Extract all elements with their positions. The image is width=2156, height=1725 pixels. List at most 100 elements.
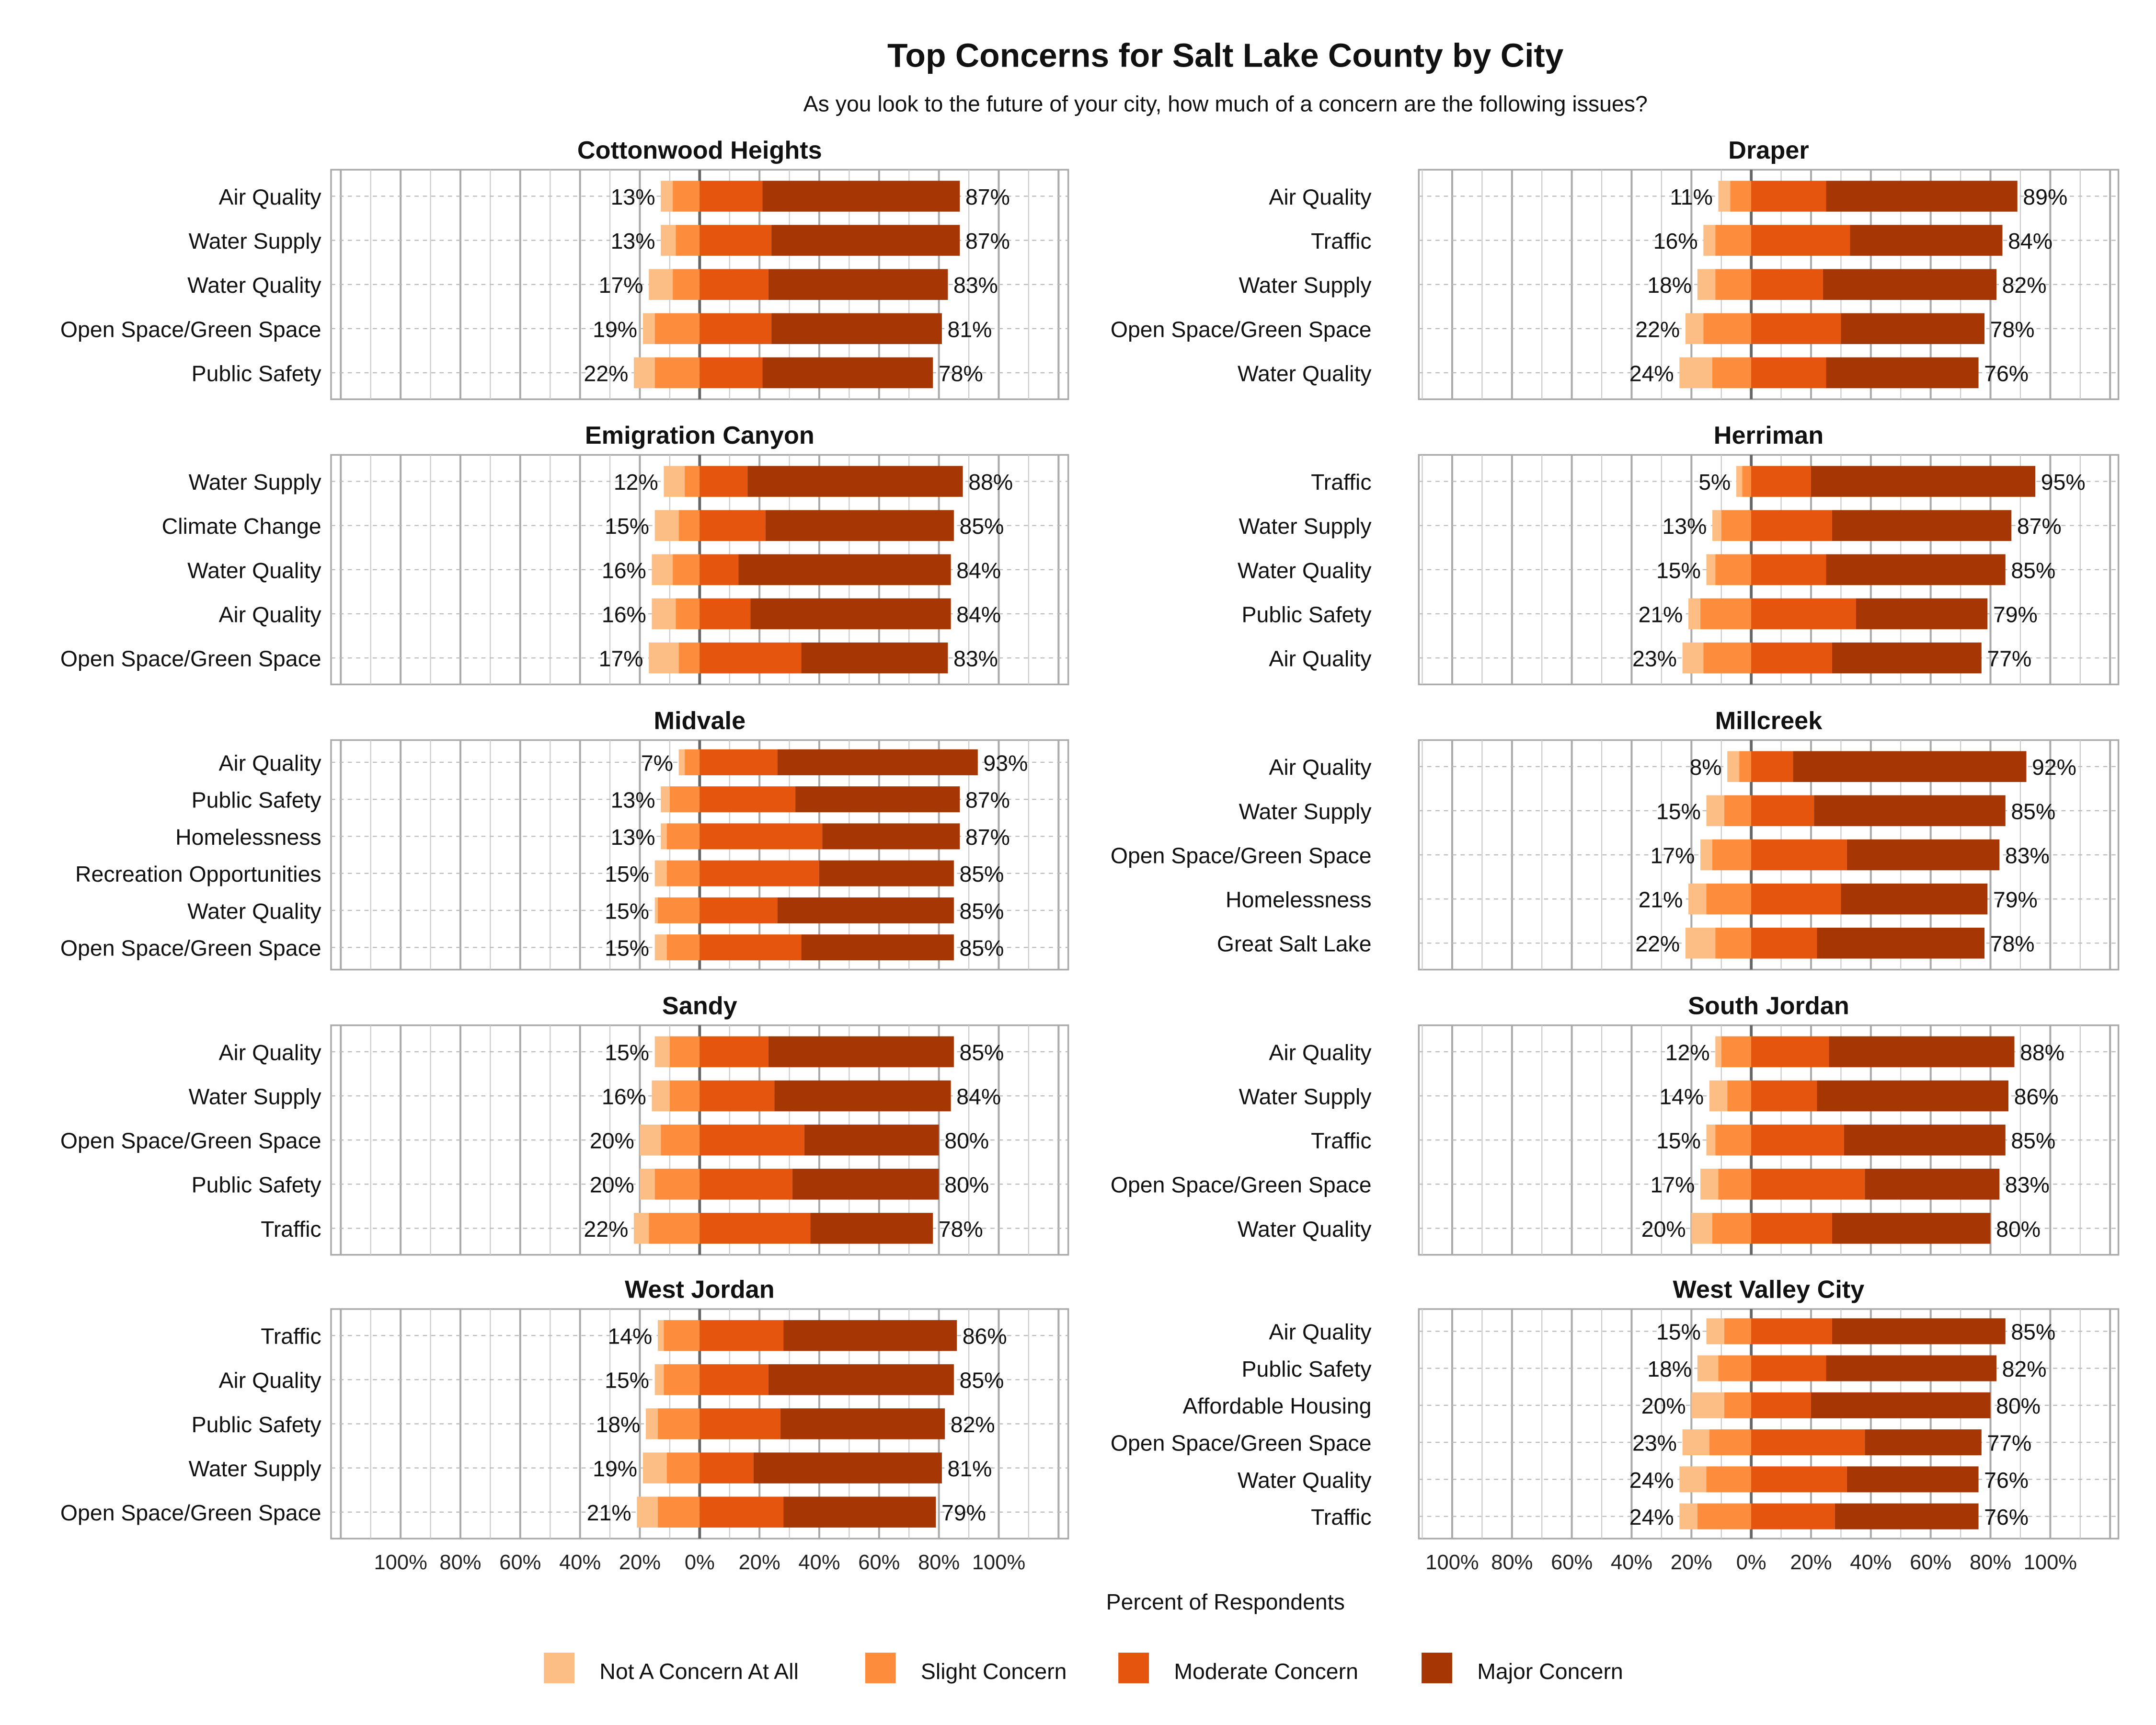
left-value-label: 17% [1650, 1173, 1695, 1197]
bar-major-concern [1832, 1318, 2006, 1345]
right-value-label: 87% [965, 788, 1010, 813]
bar-moderate-concern [700, 598, 751, 630]
bar-major-concern [819, 860, 954, 886]
x-tick-label: 80% [918, 1551, 960, 1574]
x-tick-label: 0% [1736, 1551, 1766, 1574]
bar-moderate-concern [1751, 1503, 1835, 1530]
bar-not-a-concern [1688, 598, 1701, 630]
bar-major-concern [792, 1169, 939, 1200]
panel-title: Herriman [1714, 422, 1823, 449]
left-value-label: 14% [1659, 1084, 1704, 1109]
legend-swatch [1118, 1653, 1149, 1683]
left-value-label: 24% [1629, 1468, 1674, 1493]
right-value-label: 82% [2002, 1357, 2047, 1381]
left-value-label: 15% [1656, 1320, 1701, 1345]
right-value-label: 79% [941, 1500, 986, 1525]
legend-label: Major Concern [1477, 1659, 1623, 1684]
category-label: Traffic [261, 1217, 321, 1242]
bar-major-concern [1811, 466, 2036, 497]
bar-slight-concern [1727, 1080, 1752, 1112]
bar-moderate-concern [700, 1408, 780, 1439]
bar-not-a-concern [654, 860, 667, 886]
category-label: Air Quality [218, 750, 321, 775]
bar-major-concern [1832, 642, 1982, 674]
bar-moderate-concern [700, 860, 819, 886]
bar-major-concern [1817, 1080, 2008, 1112]
legend: Not A Concern At All Slight Concern Modera… [544, 1653, 1623, 1684]
right-value-label: 85% [960, 1368, 1004, 1393]
bar-not-a-concern [1706, 554, 1716, 586]
chart-title: Top Concerns for Salt Lake County by Cit… [887, 36, 1564, 74]
right-value-label: 85% [960, 936, 1004, 961]
category-label: Water Supply [1239, 273, 1372, 298]
bar-major-concern [771, 313, 942, 345]
bar-slight-concern [685, 749, 700, 775]
right-value-label: 76% [1984, 1505, 2029, 1530]
bar-not-a-concern [1688, 883, 1707, 915]
bar-slight-concern [669, 786, 700, 813]
x-tick-label: 40% [1850, 1551, 1892, 1574]
bar-not-a-concern [640, 1124, 661, 1156]
category-label: Water Supply [189, 1456, 322, 1481]
bar-moderate-concern [700, 1452, 754, 1484]
bar-not-a-concern [1679, 1466, 1707, 1493]
bar-major-concern [822, 823, 960, 850]
x-tick-label: 60% [1551, 1551, 1593, 1574]
bar-major-concern [1817, 928, 1985, 959]
bar-slight-concern [664, 1364, 700, 1395]
bar-moderate-concern [700, 181, 763, 212]
bar-slight-concern [1730, 181, 1752, 212]
right-value-label: 77% [1987, 646, 2031, 671]
bar-not-a-concern [1682, 642, 1704, 674]
right-value-label: 87% [965, 825, 1010, 850]
panel: Draper Air Quality 11% 89% Traffic 16% 84% Wate… [1111, 137, 2120, 400]
category-label: Public Safety [1242, 602, 1372, 627]
panel: West Jordan Traffic 14% 86% Air Quality 15% 85… [60, 1276, 1069, 1574]
right-value-label: 86% [2014, 1084, 2059, 1109]
bar-not-a-concern [1697, 1355, 1719, 1381]
left-value-label: 7% [641, 750, 673, 775]
category-label: Water Supply [1239, 514, 1372, 539]
right-value-label: 84% [2008, 229, 2053, 253]
category-label: Water Quality [1238, 361, 1372, 386]
bar-moderate-concern [1751, 181, 1826, 212]
bar-not-a-concern [654, 510, 679, 541]
panel-title: Millcreek [1715, 707, 1823, 735]
bar-not-a-concern [637, 1496, 658, 1528]
bar-major-concern [1826, 554, 2006, 586]
bar-moderate-concern [700, 1364, 768, 1395]
right-value-label: 80% [944, 1173, 989, 1197]
right-value-label: 84% [956, 1084, 1001, 1109]
left-value-label: 15% [605, 898, 649, 923]
right-value-label: 83% [2005, 1173, 2050, 1197]
panel-title: Sandy [662, 992, 737, 1020]
panel-title: Draper [1728, 137, 1809, 164]
bar-moderate-concern [700, 1124, 804, 1156]
bar-not-a-concern [661, 225, 676, 256]
right-value-label: 76% [1984, 1468, 2029, 1493]
left-value-label: 15% [605, 1368, 649, 1393]
x-tick-label: 20% [619, 1551, 661, 1574]
bar-major-concern [804, 1124, 939, 1156]
category-label: Open Space/Green Space [60, 1128, 321, 1153]
bar-major-concern [1793, 751, 2027, 782]
left-value-label: 19% [593, 317, 637, 342]
bar-not-a-concern [1679, 1503, 1697, 1530]
panel: Midvale Air Quality 7% 93% Public Safety 13% 8… [60, 707, 1069, 971]
bar-not-a-concern [642, 1452, 667, 1484]
panel-title: South Jordan [1688, 992, 1849, 1020]
bar-slight-concern [1706, 1466, 1752, 1493]
bar-not-a-concern [654, 1364, 664, 1395]
bar-not-a-concern [654, 897, 658, 923]
bar-not-a-concern [1736, 466, 1743, 497]
bar-major-concern [1826, 181, 2018, 212]
bar-major-concern [747, 466, 963, 497]
bar-slight-concern [1715, 554, 1752, 586]
bar-not-a-concern [649, 269, 673, 300]
bar-not-a-concern [1682, 1429, 1709, 1456]
bar-slight-concern [657, 897, 700, 923]
bar-major-concern [1835, 1503, 1979, 1530]
bar-moderate-concern [700, 897, 778, 923]
right-value-label: 79% [1993, 887, 2038, 912]
